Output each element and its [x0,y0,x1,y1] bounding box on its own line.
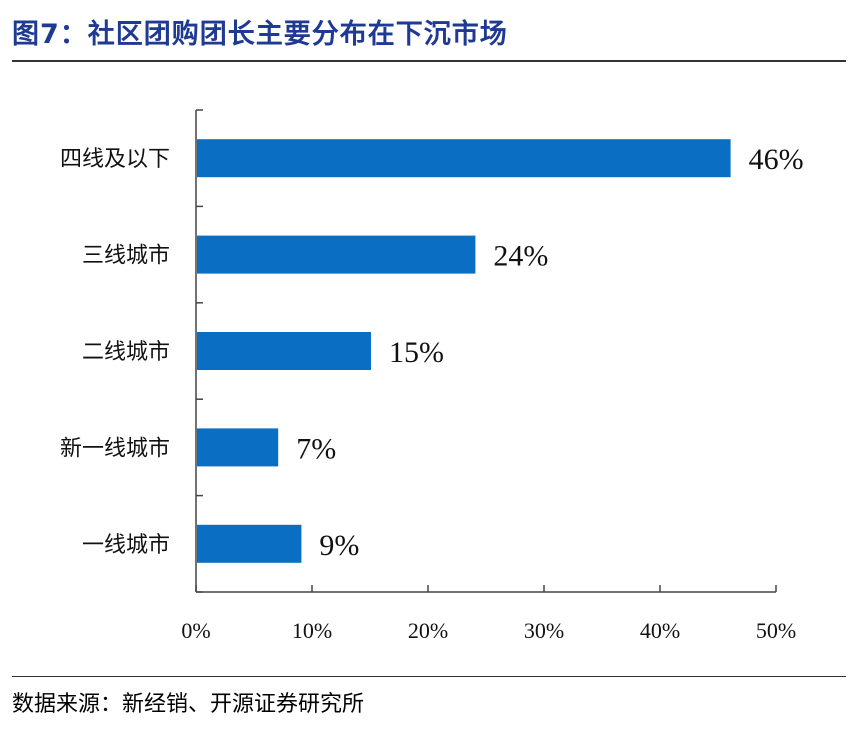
x-tick-label: 0% [181,618,210,643]
category-label: 四线及以下 [60,147,170,172]
source-divider [12,676,846,677]
bar [197,524,302,563]
chart-bars [197,139,731,563]
x-tick-label: 10% [292,618,332,643]
data-label: 7% [296,432,336,465]
x-tick-label: 50% [756,618,796,643]
data-label: 9% [319,529,359,562]
figure-title: 图7：社区团购团长主要分布在下沉市场 [12,19,508,50]
x-tick-label: 30% [524,618,564,643]
category-label: 一线城市 [82,533,170,558]
bar-chart: 0% 10% 20% 30% 40% 50% 四线及以下 46% 三线城市 24% 二线城市 15% 新… [60,109,804,643]
data-label: 15% [389,336,444,369]
bar [197,428,279,467]
data-label: 24% [493,240,548,273]
chart-labels: 0% 10% 20% 30% 40% 50% 四线及以下 46% 三线城市 24% 二线城市 15% 新… [60,143,804,643]
category-label: 新一线城市 [60,436,170,461]
x-tick-label: 20% [408,618,448,643]
category-label: 二线城市 [82,340,170,365]
bar [197,235,476,274]
source-note: 数据来源：新经销、开源证券研究所 [12,692,365,717]
bar [197,332,371,370]
bar [197,139,731,178]
category-label: 三线城市 [82,244,170,269]
title-divider [12,60,846,62]
data-label: 46% [749,143,804,176]
x-tick-label: 40% [640,618,680,643]
chart-axes [195,109,777,593]
